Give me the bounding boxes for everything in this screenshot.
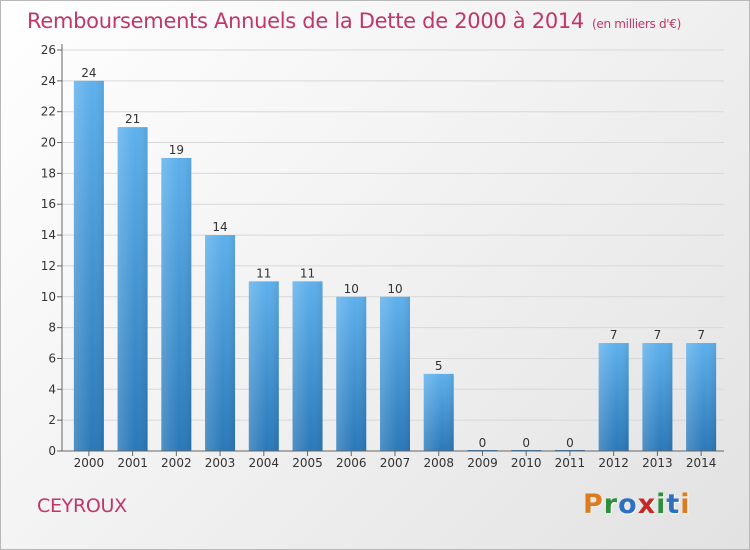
x-tick-label: 2005 [292, 456, 323, 470]
x-tick-label: 2013 [642, 456, 673, 470]
data-label: 11 [300, 266, 315, 280]
bar-sheen [686, 343, 717, 451]
x-tick-label: 2008 [423, 456, 454, 470]
y-tick-label: 14 [41, 228, 56, 242]
x-tick-label: 2012 [598, 456, 629, 470]
x-tick-label: 2009 [467, 456, 498, 470]
data-label: 0 [522, 436, 530, 450]
data-label: 14 [212, 220, 227, 234]
chart-title: Remboursements Annuels de la Dette de 20… [27, 9, 681, 33]
y-tick-label: 22 [41, 105, 56, 119]
data-label: 7 [654, 328, 662, 342]
logo-letter: r [603, 489, 619, 520]
bar-sheen [642, 343, 673, 451]
logo-letter: i [680, 489, 691, 520]
bar-sheen [161, 157, 192, 451]
data-label: 24 [81, 66, 96, 80]
data-label: 19 [169, 143, 184, 157]
y-tick-label: 2 [48, 413, 56, 427]
x-tick-label: 2000 [74, 456, 105, 470]
bar-sheen [205, 235, 236, 451]
x-tick-label: 2006 [336, 456, 367, 470]
y-tick-label: 0 [48, 444, 56, 458]
y-tick-label: 10 [41, 290, 56, 304]
logo-letter: P [583, 489, 604, 520]
x-tick-label: 2003 [205, 456, 236, 470]
y-tick-label: 18 [41, 166, 56, 180]
y-tick-label: 16 [41, 197, 56, 211]
data-label: 21 [125, 112, 140, 126]
y-tick-label: 6 [48, 351, 56, 365]
x-tick-label: 2007 [380, 456, 411, 470]
data-label: 7 [697, 328, 705, 342]
x-tick-label: 2001 [117, 456, 148, 470]
bar-sheen [336, 296, 367, 451]
y-tick-label: 20 [41, 136, 56, 150]
x-tick-label: 2010 [511, 456, 542, 470]
y-tick-label: 8 [48, 321, 56, 335]
data-label: 10 [344, 282, 359, 296]
bar-sheen [380, 296, 410, 451]
bars: 24 21 19 14 11 11 10 10 5 0 0 0 7 7 7 [73, 66, 717, 451]
y-tick-label: 4 [48, 382, 56, 396]
bar-sheen [423, 373, 454, 451]
proxiti-logo[interactable]: Proxiti [583, 489, 691, 520]
data-label: 5 [435, 359, 443, 373]
place-name: CEYROUX [37, 495, 127, 517]
data-label: 11 [256, 266, 271, 280]
bar-sheen [73, 80, 104, 451]
logo-letter: i [656, 489, 667, 520]
data-label: 10 [387, 282, 402, 296]
data-label: 0 [479, 436, 487, 450]
data-label: 0 [566, 436, 574, 450]
x-tick-label: 2014 [686, 456, 717, 470]
chart-subtitle: (en milliers d'€) [592, 17, 682, 31]
data-label: 7 [610, 328, 618, 342]
x-tick-label: 2004 [249, 456, 280, 470]
logo-letter: o [618, 489, 638, 520]
y-tick-label: 26 [41, 43, 56, 57]
bar-sheen [117, 127, 148, 451]
y-tick-label: 12 [41, 259, 56, 273]
bar-sheen [598, 343, 629, 451]
x-tick-label: 2002 [161, 456, 192, 470]
y-tick-label: 24 [41, 74, 56, 88]
bar-sheen [292, 281, 323, 451]
chart-title-text: Remboursements Annuels de la Dette de 20… [27, 9, 584, 33]
bar-sheen [248, 281, 279, 451]
logo-letter: t [666, 489, 681, 520]
logo-letter: x [637, 489, 657, 520]
x-tick-label: 2011 [555, 456, 586, 470]
